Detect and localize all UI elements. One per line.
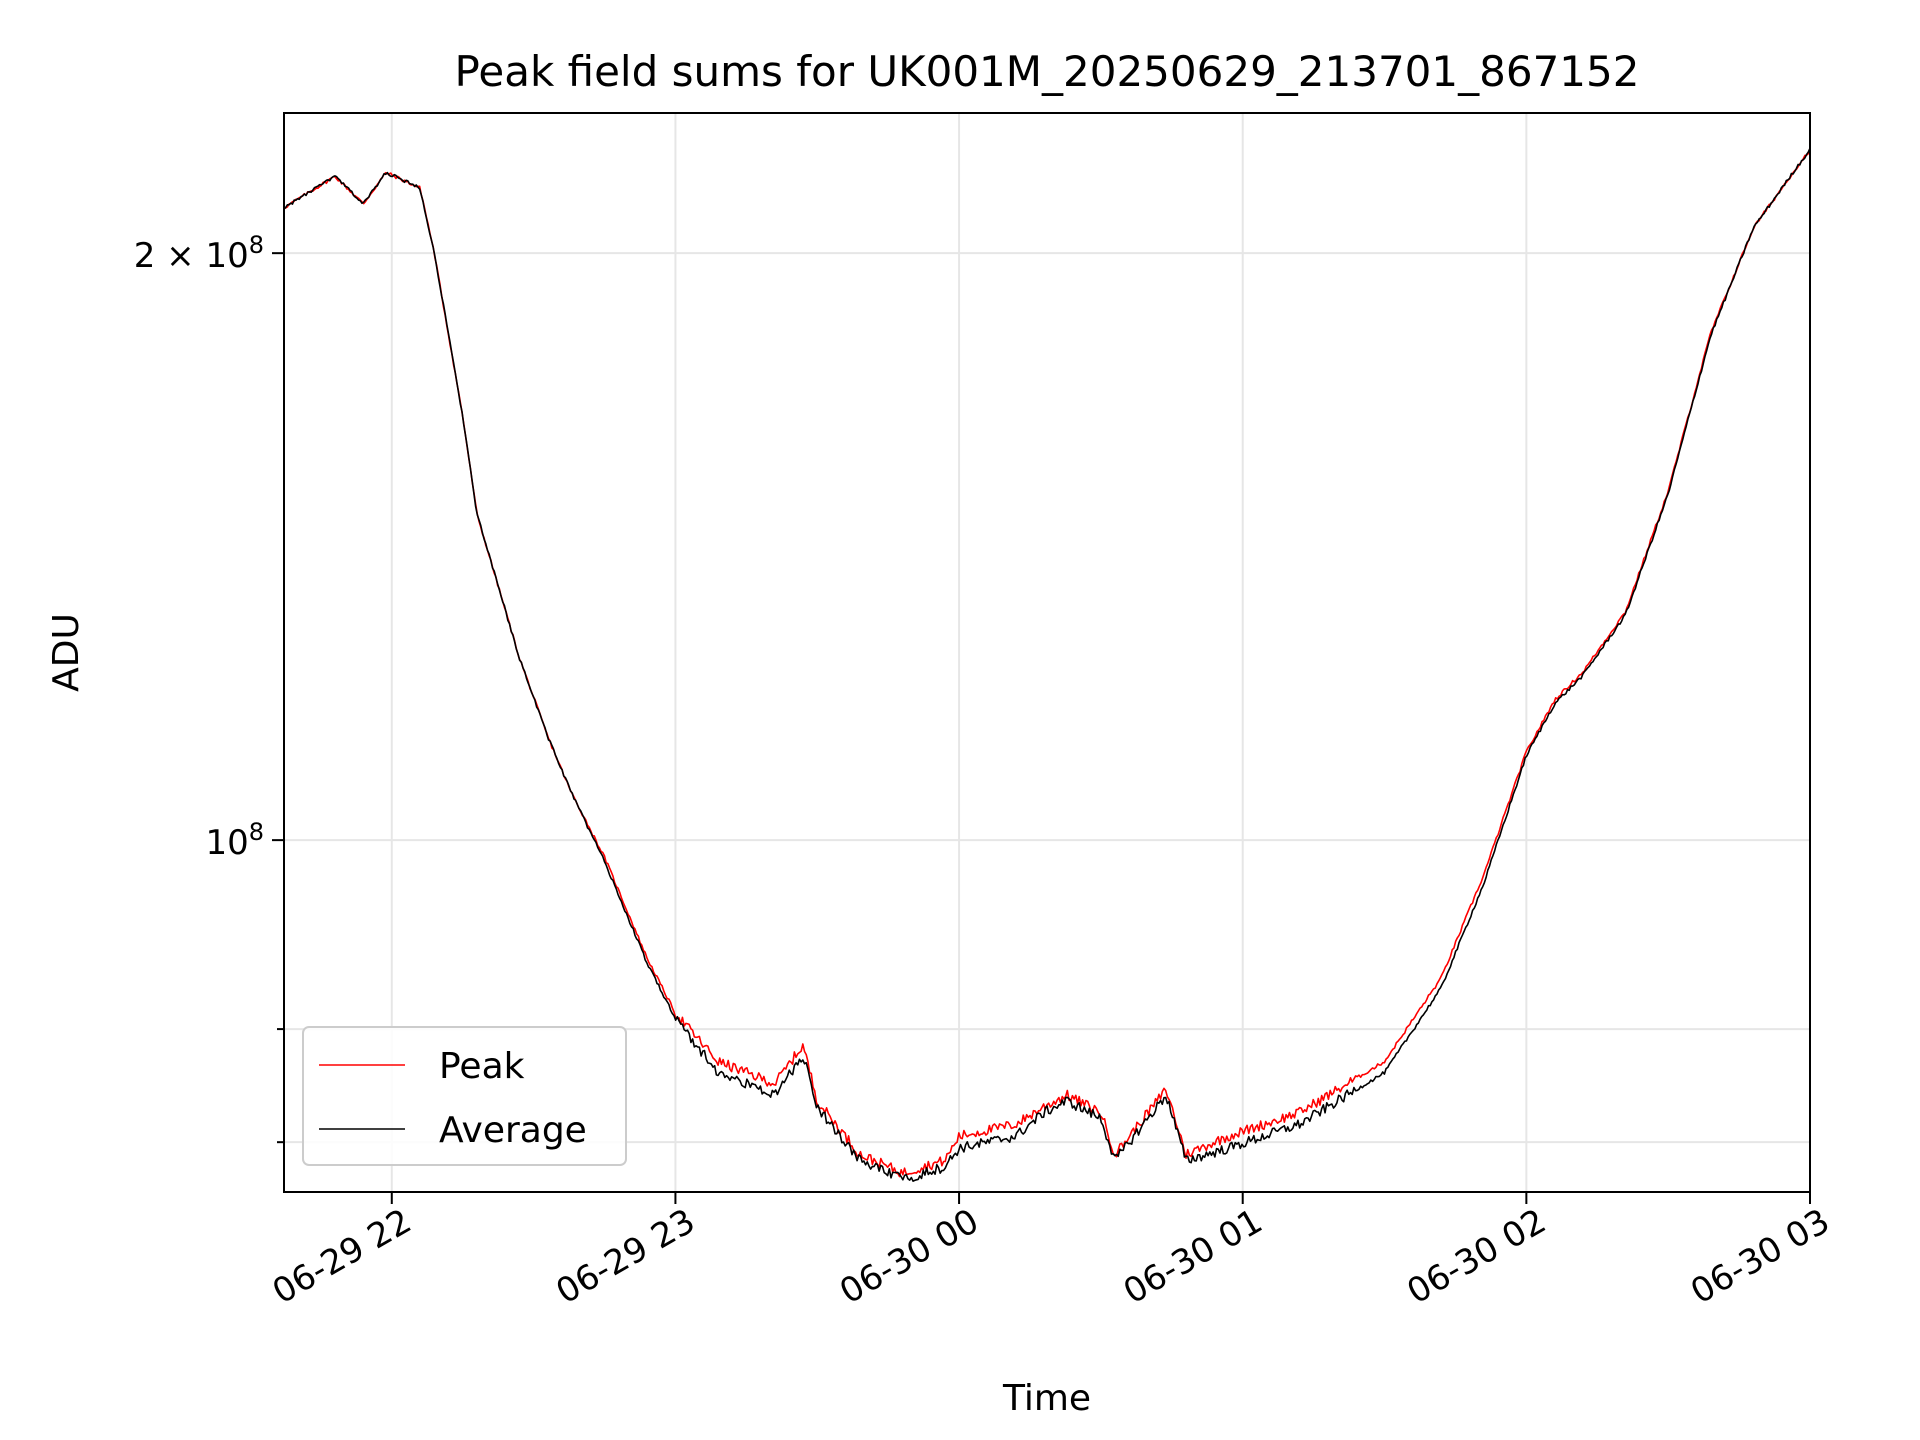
y-tick-exponent: 8 (249, 818, 264, 846)
y-tick-exponent: 8 (249, 231, 264, 259)
plot-area (283, 147, 1811, 1182)
y-axis-label: ADU (46, 613, 87, 692)
chart-title: Peak field sums for UK001M_20250629_2137… (455, 47, 1640, 96)
svg-text:108: 108 (205, 818, 264, 863)
y-tick-base: 2 × 10 (134, 236, 249, 276)
legend-box (302, 1026, 627, 1166)
series-line-peak (283, 148, 1811, 1178)
x-tick-label: 06-30 02 (1400, 1201, 1552, 1312)
y-tick-label-1e8: 108 (205, 818, 264, 863)
legend-label-peak: Peak (439, 1046, 525, 1087)
x-axis-label: Time (1002, 1378, 1091, 1419)
legend: Peak Average (302, 1026, 627, 1166)
x-tick-label: 06-30 03 (1684, 1201, 1836, 1312)
x-tick-label: 06-29 23 (550, 1201, 702, 1312)
x-tick-label: 06-29 22 (266, 1201, 418, 1312)
legend-label-average: Average (439, 1110, 587, 1151)
x-tick-label: 06-30 01 (1117, 1201, 1269, 1312)
series-line-average (283, 147, 1811, 1182)
x-tick-label: 06-30 00 (833, 1201, 985, 1312)
plot-frame (283, 112, 1811, 1193)
svg-text:2 × 108: 2 × 108 (134, 231, 264, 276)
y-tick-label-2e8: 2 × 108 (134, 231, 264, 276)
y-tick-base: 10 (205, 823, 248, 863)
